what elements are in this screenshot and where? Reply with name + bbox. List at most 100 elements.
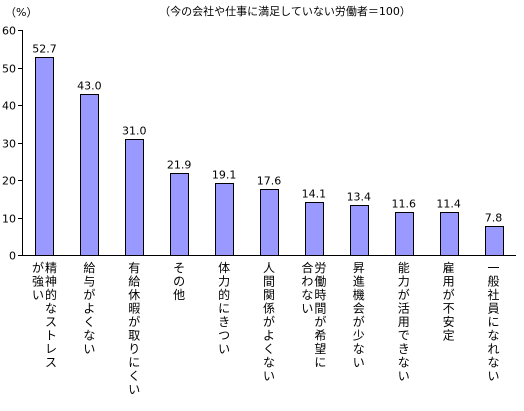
category-label-char: 力: [218, 275, 230, 289]
category-label-char: な: [488, 329, 500, 343]
category-label-char: 与: [83, 275, 95, 289]
category-label-char: つ: [218, 329, 230, 343]
category-label-char: が: [128, 314, 140, 329]
category-label-char: が: [263, 314, 275, 329]
data-label: 43.0: [77, 80, 102, 93]
category-label-char: ス: [45, 356, 57, 370]
category-label-char: 雇: [443, 260, 455, 275]
bar: [440, 212, 459, 256]
data-label: 11.6: [391, 198, 416, 211]
category-label-char: き: [218, 315, 230, 329]
data-label: 52.7: [32, 43, 57, 56]
category-label-char: い: [32, 288, 44, 302]
value-labels: 52.7 43.0 31.0 21.9 19.1 17.6 14.1 13.4 11.6 11.4…: [32, 43, 502, 225]
category-label-char: に: [218, 302, 230, 316]
category-label-char: が: [314, 314, 326, 329]
category-label-char: 少: [353, 329, 365, 343]
category-label-char: よ: [83, 302, 95, 316]
category-labels: 精神的なストレスが強い給与がよくない有給休暇が取りにくいその他体力的にきつい人間…: [32, 260, 500, 397]
category-label-char: 一: [488, 261, 500, 275]
y-tick-label: 60: [2, 25, 16, 38]
category-label-char: 給: [128, 275, 140, 289]
category-label-char: 他: [173, 288, 185, 302]
category-label-char: い: [398, 369, 410, 383]
category-label-char: い: [488, 369, 500, 383]
category-label-char: な: [263, 356, 275, 370]
category-label-char: く: [263, 342, 275, 356]
category-label-char: き: [398, 342, 410, 356]
bar: [350, 205, 369, 256]
category-label-char: に: [128, 356, 140, 370]
y-tick-label: 50: [2, 63, 16, 76]
category-label-char: の: [173, 275, 185, 289]
data-label: 14.1: [302, 188, 327, 201]
category-label-char: 労: [314, 261, 326, 275]
y-axis-unit-label: （%）: [5, 6, 37, 19]
category-label-char: 合: [301, 260, 313, 275]
category-label-char: 定: [443, 328, 455, 343]
category-label-char: 間: [314, 302, 326, 316]
category-label-char: 般: [488, 274, 500, 289]
category-label-char: な: [83, 329, 95, 343]
y-tick-label: 10: [2, 213, 16, 226]
category-label-char: 活: [398, 302, 410, 316]
category-label-char: に: [314, 356, 326, 370]
category-label-char: 有: [128, 261, 140, 275]
category-label-char: 機: [353, 287, 365, 302]
data-label: 13.4: [347, 191, 372, 204]
category-label-char: 能: [398, 261, 410, 275]
category-label-char: な: [488, 356, 500, 370]
category-label-char: 用: [398, 315, 410, 329]
bar: [395, 212, 414, 256]
category-label-char: い: [83, 342, 95, 356]
category-label-char: 神: [45, 275, 57, 289]
category-label-char: 希: [314, 328, 326, 343]
category-label-char: が: [443, 287, 455, 302]
category-label-char: 安: [443, 314, 455, 329]
bars: [35, 57, 504, 256]
category-label-char: 関: [263, 288, 275, 302]
bar: [170, 173, 189, 256]
category-label-char: い: [353, 356, 365, 370]
category-label-char: い: [218, 342, 230, 356]
category-label-char: れ: [488, 342, 500, 356]
category-label-char: ト: [45, 329, 57, 343]
category-label-char: 取: [128, 329, 140, 343]
y-tick-label: 20: [2, 175, 16, 188]
category-label-char: 働: [314, 275, 326, 289]
category-label-char: な: [45, 302, 57, 316]
category-label-char: 不: [443, 302, 455, 316]
category-label-char: な: [301, 288, 313, 302]
category-label-char: よ: [263, 329, 275, 343]
category-label-char: 係: [263, 302, 275, 316]
data-label: 17.6: [257, 175, 282, 188]
data-label: 7.8: [485, 212, 503, 225]
bar: [485, 226, 504, 256]
category-label-char: い: [301, 302, 313, 316]
category-label-char: が: [32, 260, 44, 275]
data-label: 11.4: [436, 198, 461, 211]
category-label-char: い: [128, 383, 140, 397]
category-label-char: が: [398, 287, 410, 302]
bar: [215, 183, 234, 256]
category-label-char: が: [83, 287, 95, 302]
category-label-char: く: [128, 369, 140, 383]
category-label-char: な: [353, 342, 365, 356]
category-label-char: い: [263, 369, 275, 383]
category-label-char: が: [353, 314, 365, 329]
bar: [125, 139, 144, 256]
category-label-char: な: [398, 356, 410, 370]
category-label-char: り: [128, 342, 140, 356]
category-label-char: に: [488, 315, 500, 329]
category-label-char: く: [83, 315, 95, 329]
category-label-char: 用: [443, 275, 455, 289]
category-label-char: 強: [32, 275, 44, 289]
y-axis-ticks: 0 10 20 30 40 50 60: [2, 25, 22, 263]
category-label-char: レ: [45, 342, 57, 356]
category-label-char: 員: [488, 302, 500, 316]
data-label: 19.1: [212, 169, 237, 182]
category-label-char: 時: [314, 288, 326, 302]
category-label-char: 望: [314, 342, 326, 356]
category-label-char: 昇: [353, 261, 365, 275]
